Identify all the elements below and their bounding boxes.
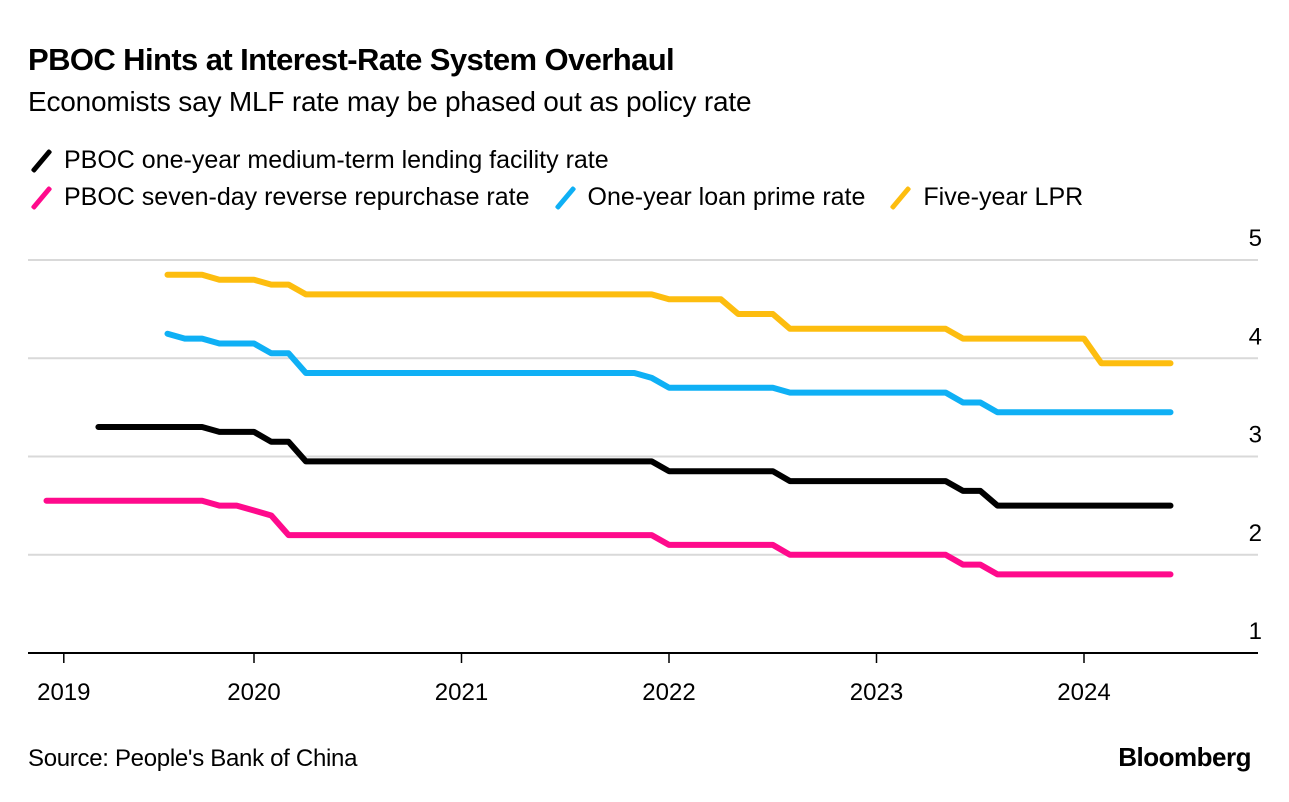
legend-label: Five-year LPR [923, 183, 1084, 211]
legend-item-one-year-lpr: One-year loan prime rate [552, 183, 866, 212]
legend-label: One-year loan prime rate [587, 183, 866, 211]
legend-row-2: PBOC seven-day reverse repurchase rate O… [28, 183, 1105, 212]
legend-item-mlf: PBOC one-year medium-term lending facili… [28, 146, 609, 175]
x-tick-label: 2019 [37, 679, 90, 706]
legend-label: PBOC one-year medium-term lending facili… [64, 146, 609, 174]
y-tick-label: 5 [1249, 225, 1262, 252]
source-note: Source: People's Bank of China [28, 745, 358, 772]
chart-subtitle: Economists say MLF rate may be phased ou… [28, 86, 752, 117]
bloomberg-logo: Bloomberg [1118, 742, 1251, 772]
x-tick-label: 2022 [642, 679, 695, 706]
x-tick-label: 2024 [1057, 679, 1110, 706]
y-tick-label: 1 [1249, 618, 1262, 645]
legend-item-reverse-repo: PBOC seven-day reverse repurchase rate [28, 183, 530, 212]
legend-row-1: PBOC one-year medium-term lending facili… [28, 146, 631, 175]
series-line-1 [95, 424, 1174, 509]
chart-title: PBOC Hints at Interest-Rate System Overh… [28, 42, 675, 77]
y-tick-label: 2 [1249, 520, 1262, 547]
y-tick-label: 3 [1249, 422, 1262, 449]
x-tick-label: 2020 [227, 679, 280, 706]
series-line-3 [164, 330, 1174, 416]
legend-item-five-year-lpr: Five-year LPR [887, 183, 1083, 212]
series-line-4 [164, 271, 1174, 367]
legend-label: PBOC seven-day reverse repurchase rate [64, 183, 530, 211]
x-tick-label: 2023 [850, 679, 903, 706]
y-tick-label: 4 [1249, 323, 1262, 350]
x-tick-label: 2021 [435, 679, 488, 706]
series-line-2 [43, 497, 1174, 578]
